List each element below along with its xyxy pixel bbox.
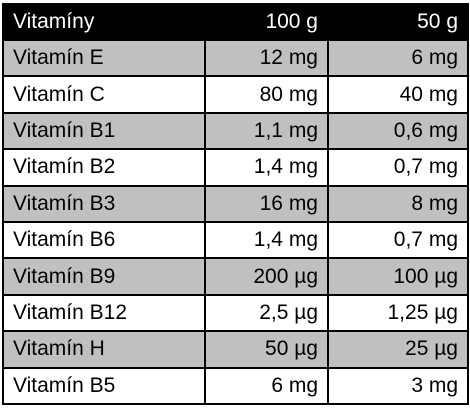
amount-100g: 1,1 mg [204,111,329,151]
amount-100g: 16 mg [204,184,329,223]
table-header-row: Vitamíny 100 g 50 g [2,3,469,41]
amount-100g: 1,4 mg [204,148,329,187]
amount-100g: 6 mg [204,366,329,406]
amount-50g: 0,7 mg [327,220,469,260]
vitamin-name: Vitamín B2 [2,148,206,187]
table-row: Vitamín B1 1,1 mg 0,6 mg [2,111,469,151]
amount-50g: 1,25 µg [327,293,469,333]
table-row: Vitamín E 12 mg 6 mg [2,38,469,78]
amount-50g: 0,7 mg [327,148,469,187]
vitamin-name: Vitamín B9 [2,257,206,296]
table-row: Vitamín B6 1,4 mg 0,7 mg [2,220,469,260]
vitamin-name: Vitamín E [2,38,206,78]
vitamin-name: Vitamín B6 [2,220,206,260]
table-row: Vitamín B9 200 µg 100 µg [2,257,469,296]
vitamin-name: Vitamín H [2,330,206,369]
amount-100g: 50 µg [204,330,329,369]
table-row: Vitamín H 50 µg 25 µg [2,330,469,369]
table-row: Vitamín C 80 mg 40 mg [2,75,469,114]
header-vitamins: Vitamíny [2,3,206,41]
amount-100g: 12 mg [204,38,329,78]
header-100g: 100 g [204,3,329,41]
table-row: Vitamín B5 6 mg 3 mg [2,366,469,406]
amount-50g: 0,6 mg [327,111,469,151]
table-row: Vitamín B12 2,5 µg 1,25 µg [2,293,469,333]
vitamin-name: Vitamín B5 [2,366,206,406]
vitamin-name: Vitamín B1 [2,111,206,151]
amount-100g: 1,4 mg [204,220,329,260]
vitamin-name: Vitamín B3 [2,184,206,223]
table-row: Vitamín B2 1,4 mg 0,7 mg [2,148,469,187]
amount-50g: 6 mg [327,38,469,78]
amount-50g: 3 mg [327,366,469,406]
vitamin-table-container: Vitamíny 100 g 50 g Vitamín E 12 mg 6 mg… [2,3,469,406]
amount-100g: 2,5 µg [204,293,329,333]
amount-50g: 8 mg [327,184,469,223]
amount-50g: 100 µg [327,257,469,296]
amount-100g: 80 mg [204,75,329,114]
table-row: Vitamín B3 16 mg 8 mg [2,184,469,223]
amount-100g: 200 µg [204,257,329,296]
amount-50g: 40 mg [327,75,469,114]
header-50g: 50 g [327,3,469,41]
amount-50g: 25 µg [327,330,469,369]
vitamin-table: Vitamíny 100 g 50 g Vitamín E 12 mg 6 mg… [2,3,469,406]
vitamin-name: Vitamín C [2,75,206,114]
vitamin-name: Vitamín B12 [2,293,206,333]
